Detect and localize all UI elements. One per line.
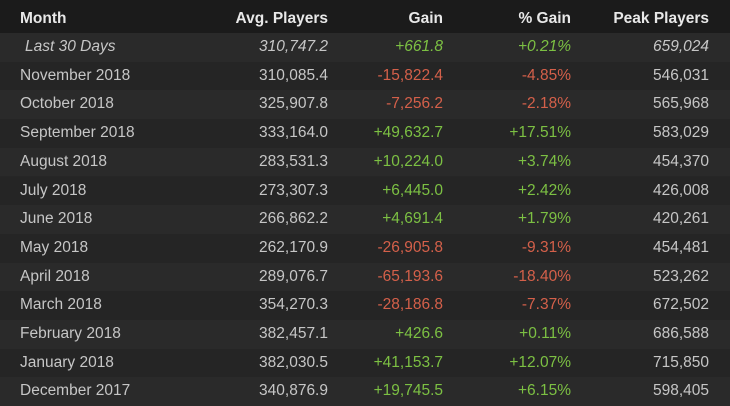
table-cell: -7,256.2 bbox=[386, 95, 443, 113]
table-cell: 454,481 bbox=[652, 238, 709, 256]
table-cell: September 2018 bbox=[20, 124, 135, 142]
header-cell: Month bbox=[20, 10, 67, 27]
table-cell: -26,905.8 bbox=[377, 238, 444, 256]
table-row: September 2018 333,164.0 +49,632.7 +17.51% 5… bbox=[0, 119, 730, 148]
table-cell: +41,153.7 bbox=[373, 353, 443, 371]
table-cell: 715,850 bbox=[652, 353, 709, 371]
table-cell: 546,031 bbox=[652, 66, 709, 84]
table-cell: 565,968 bbox=[652, 95, 709, 113]
table-row: March 2018 354,270.3 -28,186.8 -7.37% 672,50… bbox=[0, 291, 730, 320]
header-cell: Peak Players bbox=[613, 10, 709, 27]
table-cell: December 2017 bbox=[20, 382, 131, 400]
table-row: June 2018 266,862.2 +4,691.4 +1.79% 420,261 bbox=[0, 205, 730, 234]
table-cell: -2.18% bbox=[521, 95, 571, 113]
table-row: February 2018 382,457.1 +426.6 +0.11% 686,58… bbox=[0, 320, 730, 349]
table-cell: +6,445.0 bbox=[382, 181, 443, 199]
table-cell: 420,261 bbox=[652, 210, 709, 228]
table-cell: 289,076.7 bbox=[259, 267, 328, 285]
table-cell: August 2018 bbox=[20, 152, 108, 170]
table-cell: May 2018 bbox=[20, 238, 89, 256]
table-cell: -7.37% bbox=[521, 296, 571, 314]
table-row: August 2018 283,531.3 +10,224.0 +3.74% 454,3… bbox=[0, 147, 730, 177]
table-row: April 2018 289,076.7 -65,193.6 -18.40% 523,2… bbox=[0, 262, 730, 292]
table-cell: 672,502 bbox=[652, 296, 709, 314]
table-cell: +0.21% bbox=[517, 38, 571, 55]
table-cell: +426.6 bbox=[395, 325, 443, 342]
table-cell: -9.31% bbox=[521, 238, 571, 256]
table-cell: July 2018 bbox=[20, 181, 87, 199]
table-cell: 583,029 bbox=[652, 124, 709, 142]
table-row: Last 30 Days 310,747.2 +661.8 +0.21% 659,024 bbox=[0, 33, 730, 62]
table-cell: +0.11% bbox=[519, 325, 571, 342]
table-cell: 333,164.0 bbox=[259, 124, 328, 142]
table-row: October 2018 325,907.8 -7,256.2 -2.18% 565,9… bbox=[0, 90, 730, 120]
table-cell: 266,862.2 bbox=[259, 210, 328, 228]
table-cell: +12.07% bbox=[509, 353, 571, 371]
table-cell: 310,747.2 bbox=[259, 38, 328, 55]
table-cell: 262,170.9 bbox=[259, 238, 328, 256]
table-cell: +49,632.7 bbox=[373, 124, 443, 142]
table-cell: 310,085.4 bbox=[259, 66, 328, 84]
table-cell: +6.15% bbox=[517, 382, 571, 400]
table-row: July 2018 273,307.3 +6,445.0 +2.42% 426,008 bbox=[0, 176, 730, 206]
table-cell: -28,186.8 bbox=[377, 296, 444, 314]
table-cell: February 2018 bbox=[20, 325, 121, 342]
table-cell: April 2018 bbox=[20, 267, 90, 285]
table-cell: -4.85% bbox=[521, 66, 571, 84]
table-cell: -18.40% bbox=[513, 267, 571, 285]
table-cell: March 2018 bbox=[20, 296, 102, 314]
table-cell: 382,030.5 bbox=[259, 353, 328, 371]
table-cell: +1.79% bbox=[517, 210, 571, 228]
table-cell: 454,370 bbox=[652, 152, 709, 170]
table-cell: 426,008 bbox=[652, 181, 709, 199]
table-cell: 325,907.8 bbox=[259, 95, 328, 113]
table-cell: 283,531.3 bbox=[259, 152, 328, 170]
table-cell: 382,457.1 bbox=[259, 325, 328, 342]
table-cell: 659,024 bbox=[652, 38, 709, 55]
table-cell: +3.74% bbox=[517, 152, 571, 170]
table-cell: 273,307.3 bbox=[259, 181, 328, 199]
header-row: Month Avg. Players Gain % Gain Peak Players bbox=[0, 0, 730, 33]
header-cell: Gain bbox=[408, 10, 443, 27]
table-cell: 354,270.3 bbox=[259, 296, 328, 314]
table-cell: 340,876.9 bbox=[259, 382, 328, 400]
table-cell: November 2018 bbox=[20, 66, 131, 84]
table-cell: Last 30 Days bbox=[25, 38, 116, 55]
table-cell: 686,588 bbox=[652, 325, 709, 342]
table-row: May 2018 262,170.9 -26,905.8 -9.31% 454,481 bbox=[0, 233, 730, 263]
table-row: December 2017 340,876.9 +19,745.5 +6.15% 598… bbox=[0, 377, 730, 406]
table-cell: 598,405 bbox=[652, 382, 709, 400]
header-cell: Avg. Players bbox=[235, 10, 328, 27]
table-cell: October 2018 bbox=[20, 95, 114, 113]
table-row: November 2018 310,085.4 -15,822.4 -4.85% 546… bbox=[0, 61, 730, 91]
table-cell: +4,691.4 bbox=[382, 210, 443, 228]
table-cell: 523,262 bbox=[652, 267, 709, 285]
table-cell: -15,822.4 bbox=[377, 66, 444, 84]
table-cell: +661.8 bbox=[395, 38, 443, 55]
table-cell: June 2018 bbox=[20, 210, 93, 228]
table-cell: +2.42% bbox=[517, 181, 571, 199]
table-cell: -65,193.6 bbox=[377, 267, 444, 285]
header-cell: % Gain bbox=[518, 10, 571, 27]
table-cell: +17.51% bbox=[509, 124, 571, 142]
table-row: January 2018 382,030.5 +41,153.7 +12.07% 715… bbox=[0, 348, 730, 378]
table-cell: +10,224.0 bbox=[373, 152, 443, 170]
table-cell: +19,745.5 bbox=[373, 382, 443, 400]
table-cell: January 2018 bbox=[20, 353, 114, 371]
